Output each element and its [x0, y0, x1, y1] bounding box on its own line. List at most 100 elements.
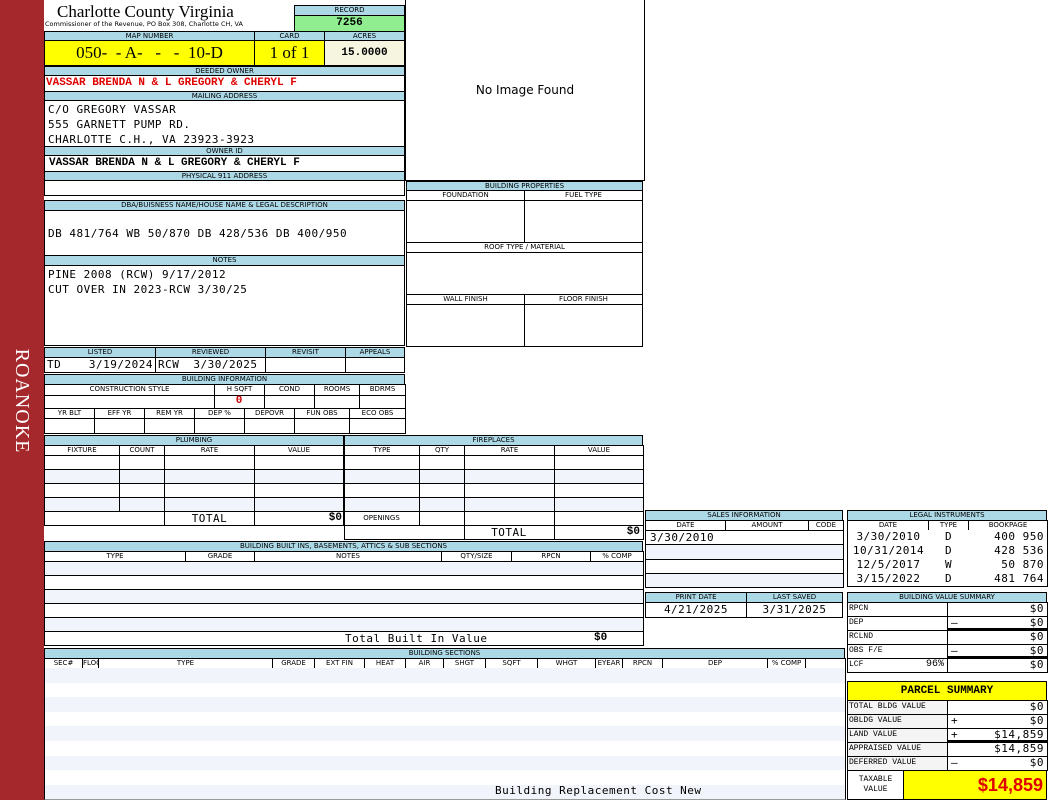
side-bar — [0, 0, 44, 800]
plumbing-cell — [44, 469, 120, 484]
fireplace-total-label: TOTAL — [491, 526, 527, 539]
amount: $0 — [1029, 714, 1044, 727]
operator: – — [951, 644, 959, 657]
legal-type: W — [928, 558, 969, 573]
taxable-value-label: TAXABLE VALUE — [847, 770, 904, 800]
built-ins-row — [44, 575, 644, 590]
plumbing-cell — [44, 497, 120, 512]
sales-info-label: SALES INFORMATION — [645, 510, 843, 521]
parcel-key: LAND VALUE — [847, 728, 948, 743]
amount: $14,859 — [994, 728, 1044, 741]
plumbing-cell — [119, 469, 165, 484]
built-ins-row — [44, 603, 644, 618]
parcel-summary-header: PARCEL SUMMARY — [847, 681, 1047, 701]
wall-finish-value — [406, 304, 525, 347]
fireplace-cell — [419, 469, 465, 484]
building-value-summary-label: BUILDING VALUE SUMMARY — [847, 592, 1047, 603]
side-label: ROANOKE — [11, 348, 33, 454]
legal-date: 3/15/2022 — [847, 572, 929, 587]
legal-bookpage: 428 536 — [968, 544, 1048, 559]
plumbing-cell — [164, 497, 255, 512]
plumbing-total: $0 — [328, 512, 342, 524]
amount: $0 — [1029, 700, 1044, 713]
dba-label: DBA/BUISNESS NAME/HOUSE NAME & LEGAL DES… — [44, 200, 405, 211]
building-info-cell — [294, 418, 350, 434]
bvs-key: RPCN — [847, 602, 948, 617]
page-subtitle: Commissioner of the Revenue, PO Box 308,… — [45, 20, 243, 28]
bvs-value: – $0 — [947, 616, 1048, 631]
reviewed-label: REVIEWED — [155, 347, 266, 358]
plumbing-total-cell — [44, 511, 165, 526]
plumbing-cell — [119, 483, 165, 498]
hsqft-value: 0 — [235, 395, 243, 407]
fireplace-cell — [464, 469, 555, 484]
legal-bookpage: 400 950 — [968, 530, 1048, 545]
building-info-cell — [314, 395, 360, 409]
amount: $0 — [1029, 756, 1044, 769]
floor-finish-value — [524, 304, 643, 347]
building-info-cell — [359, 395, 406, 409]
parcel-value: $14,859 — [947, 742, 1048, 757]
revisit-label: REVISIT — [265, 347, 346, 358]
bvs-label: LCF — [849, 660, 864, 669]
legal-type: D — [928, 530, 969, 545]
building-section-row — [44, 711, 846, 728]
built-ins-total-row — [44, 631, 644, 646]
map-number-label: MAP NUMBER — [44, 31, 255, 41]
deeded-owner-label: DEEDED OWNER — [44, 66, 405, 76]
record-value: 7256 — [294, 15, 405, 32]
bvs-value: $0 — [947, 630, 1048, 645]
bvs-label: DEP — [849, 618, 864, 627]
bvs-value: $0 — [947, 658, 1048, 673]
plumbing-cell — [254, 497, 344, 512]
fireplace-total-cell — [554, 525, 644, 540]
fireplace-cell — [419, 497, 465, 512]
parcel-key: TOTAL BLDG VALUE — [847, 700, 948, 715]
mailing-line: C/O GREGORY VASSAR — [48, 103, 177, 116]
bvs-value: $0 — [947, 602, 1048, 617]
print-date: 4/21/2025 — [645, 602, 747, 618]
plumbing-cell — [164, 469, 255, 484]
notes: PINE 2008 (RCW) 9/17/2012 CUT OVER IN 20… — [44, 265, 405, 346]
bvs-key: LCF 96% — [847, 658, 948, 673]
plumbing-cell — [254, 455, 344, 470]
replacement-cost-label: Building Replacement Cost New — [495, 784, 702, 797]
building-info-cell — [44, 395, 215, 409]
no-image-text: No Image Found — [475, 83, 575, 97]
parcel-key: OBLDG VALUE — [847, 714, 948, 729]
building-section-row — [44, 668, 846, 684]
fireplace-total: $0 — [626, 526, 640, 538]
lcf-percent: 96% — [925, 659, 944, 670]
acres-value: 15.0000 — [324, 40, 405, 66]
fireplace-openings-cell — [464, 511, 555, 526]
fireplace-cell — [464, 497, 555, 512]
fireplace-cell — [419, 483, 465, 498]
fireplace-cell — [554, 483, 644, 498]
mailing-address-label: MAILING ADDRESS — [44, 91, 405, 101]
plumbing-total-cell — [254, 511, 344, 526]
built-ins-row — [44, 617, 644, 632]
print-date-label: PRINT DATE — [645, 592, 747, 603]
fireplace-cell — [554, 497, 644, 512]
building-section-row — [44, 784, 846, 800]
acres-label: ACRES — [324, 31, 405, 41]
bvs-label: RCLND — [849, 632, 874, 641]
notes-label: NOTES — [44, 255, 405, 266]
building-info-label: BUILDING INFORMATION — [44, 374, 405, 385]
built-ins-total-label: Total Built In Value — [345, 632, 488, 645]
note-line: CUT OVER IN 2023-RCW 3/30/25 — [48, 283, 248, 296]
page-title: Charlotte County Virginia — [57, 2, 234, 21]
plumbing-cell — [254, 483, 344, 498]
fireplace-cell — [344, 455, 420, 470]
fireplace-cell — [344, 469, 420, 484]
fireplaces-label: FIREPLACES — [344, 435, 643, 446]
last-saved: 3/31/2025 — [746, 602, 843, 618]
mailing-address: C/O GREGORY VASSAR 555 GARNETT PUMP RD. … — [44, 100, 405, 147]
operator: + — [951, 728, 959, 741]
reviewed-date: 3/30/2025 — [193, 358, 258, 371]
legal-date: 3/30/2010 — [847, 530, 929, 545]
amount: $14,859 — [994, 742, 1044, 755]
taxable-value: $14,859 — [903, 770, 1047, 800]
plumbing-label: PLUMBING — [44, 435, 344, 446]
fireplace-total-cell — [344, 525, 465, 540]
